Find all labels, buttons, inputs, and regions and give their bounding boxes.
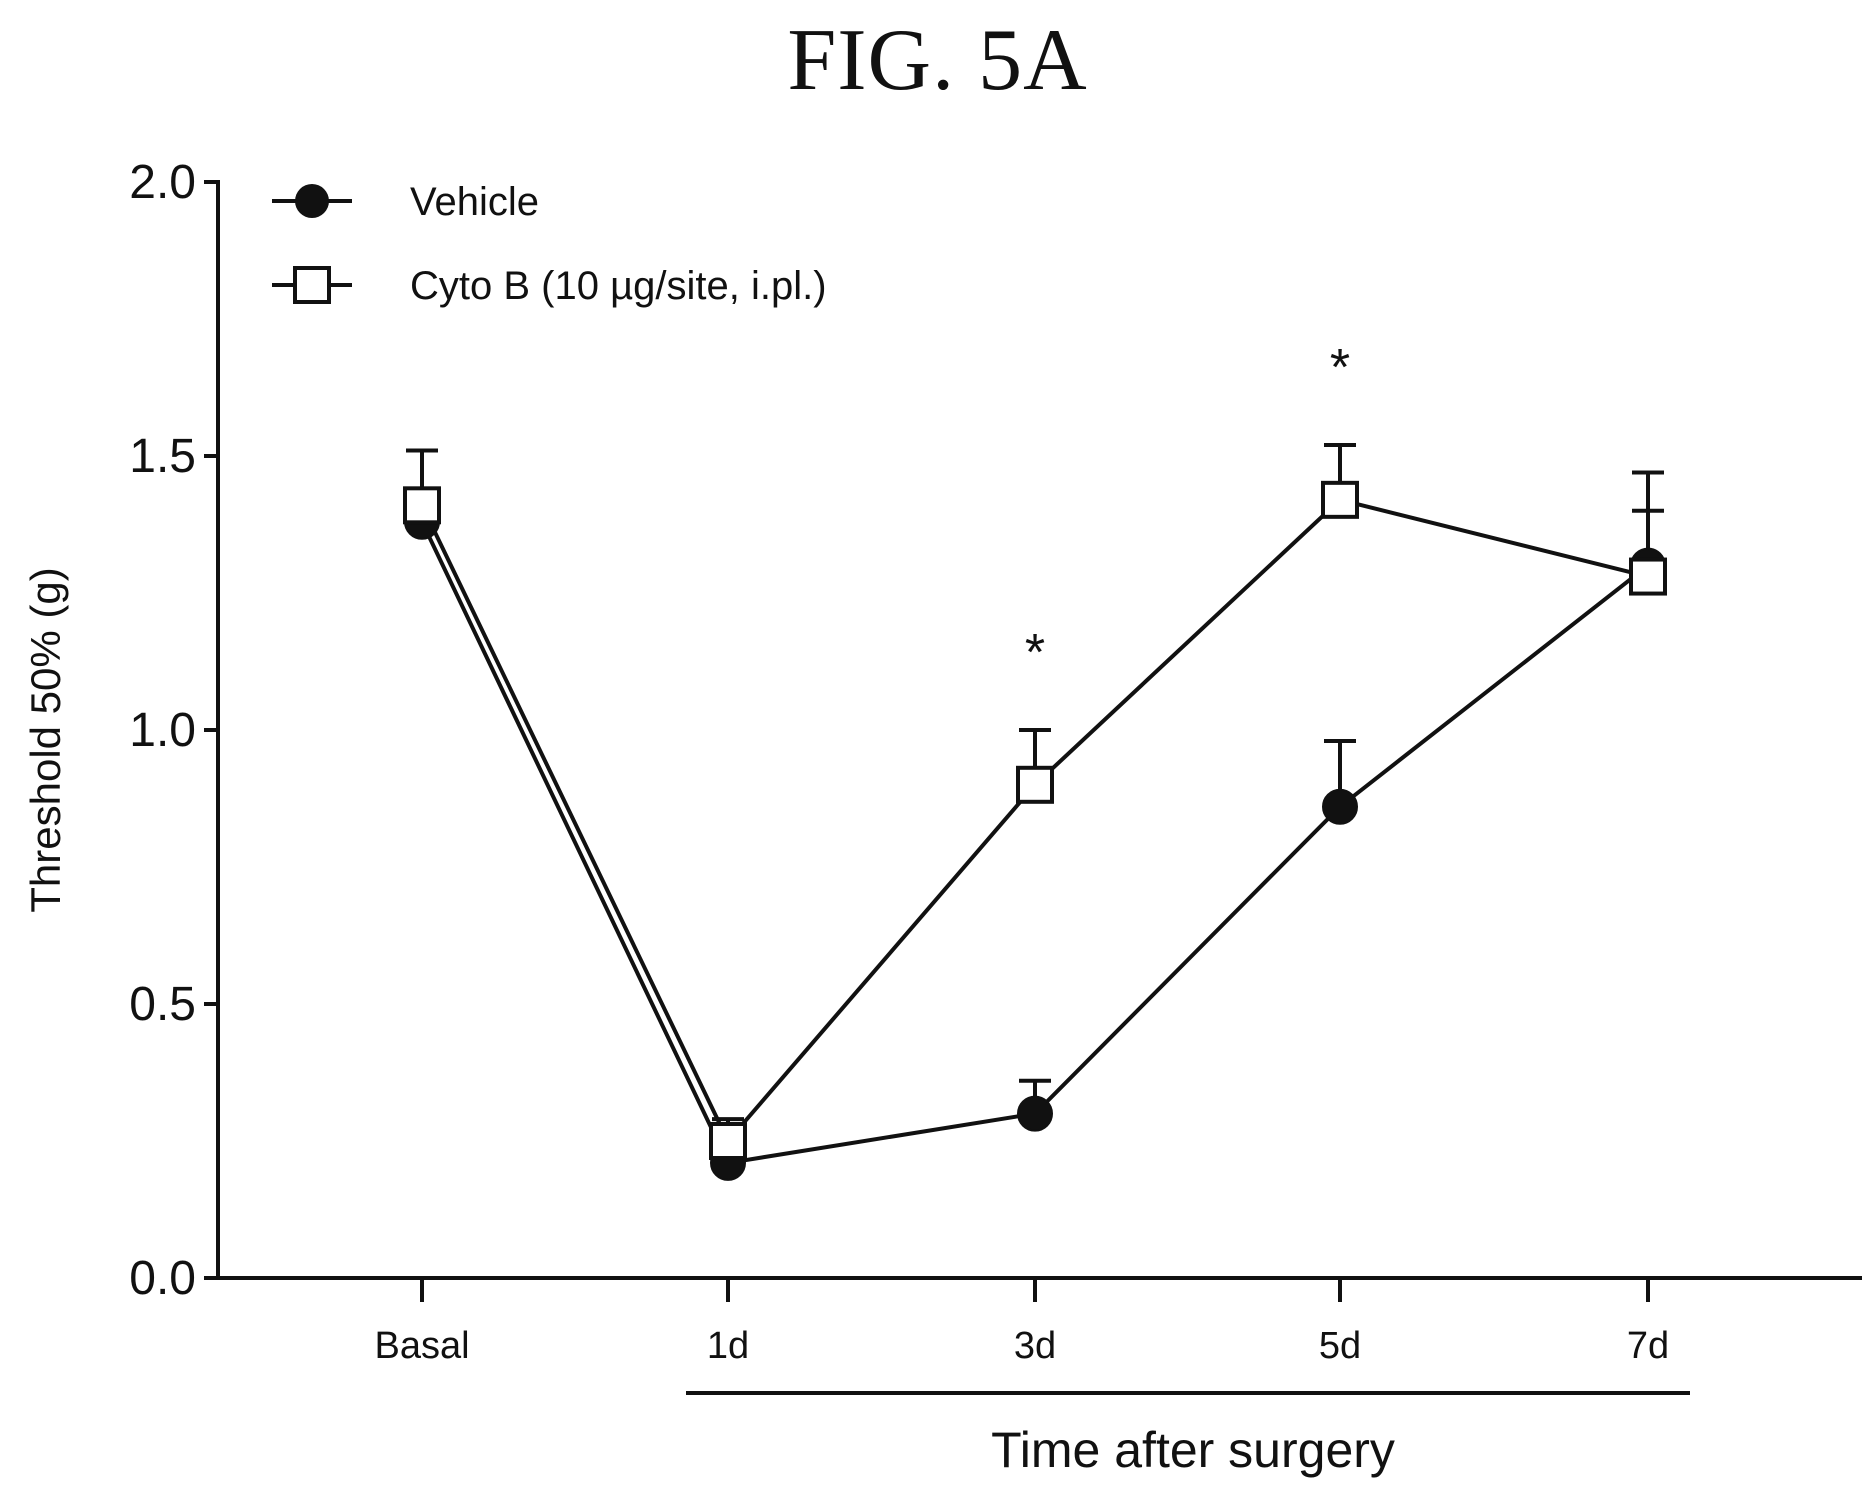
legend-vehicle-marker xyxy=(295,184,329,218)
vehicle-point xyxy=(1017,1095,1053,1132)
y-axis-label: Threshold 50% (g) xyxy=(22,567,69,913)
cyto-b-point xyxy=(403,486,441,525)
x-tick-label: 7d xyxy=(1627,1325,1669,1367)
vehicle-errorbars xyxy=(406,448,1664,1163)
x-tick-label: 1d xyxy=(707,1325,749,1367)
legend-label-cyto-b: Cyto B (10 µg/site, i.pl.) xyxy=(410,264,827,308)
cyto-b-series-line xyxy=(420,497,1649,1145)
x-tick-label: 3d xyxy=(1014,1325,1056,1367)
legend-label-vehicle: Vehicle xyxy=(410,180,539,224)
x-tick-label: Basal xyxy=(374,1325,469,1367)
y-tick-label: 2.0 xyxy=(129,156,196,209)
significance-asterisk: * xyxy=(1330,339,1350,397)
y-tick-label: 0.5 xyxy=(129,978,196,1031)
y-tick-label: 0.0 xyxy=(129,1252,196,1305)
y-tick-label: 1.5 xyxy=(129,430,196,483)
x-tick-label: 5d xyxy=(1319,1325,1361,1367)
significance-asterisk: * xyxy=(1025,624,1045,682)
figure-title: FIG. 5A xyxy=(787,12,1088,109)
vehicle-point xyxy=(1322,788,1358,825)
x-axis-label: Time after surgery xyxy=(991,1422,1395,1478)
cyto-b-point xyxy=(1629,557,1667,596)
series-layer: ** xyxy=(403,339,1667,1181)
cyto-b-point xyxy=(1016,765,1054,804)
cyto-b-point xyxy=(1321,480,1359,519)
vehicle-markers xyxy=(404,503,1666,1181)
cyto-b-point xyxy=(709,1122,747,1160)
legend-cyto-b-marker xyxy=(293,266,331,304)
axes: 0.0 0.5 1.0 1.5 2.0 Basal 1d 3d 5d 7d xyxy=(129,156,1862,1395)
vehicle-series-line xyxy=(420,520,1650,1166)
y-tick-label: 1.0 xyxy=(129,704,196,757)
cyto-b-markers xyxy=(403,480,1667,1160)
legend: Vehicle Cyto B (10 µg/site, i.pl.) xyxy=(272,180,827,308)
